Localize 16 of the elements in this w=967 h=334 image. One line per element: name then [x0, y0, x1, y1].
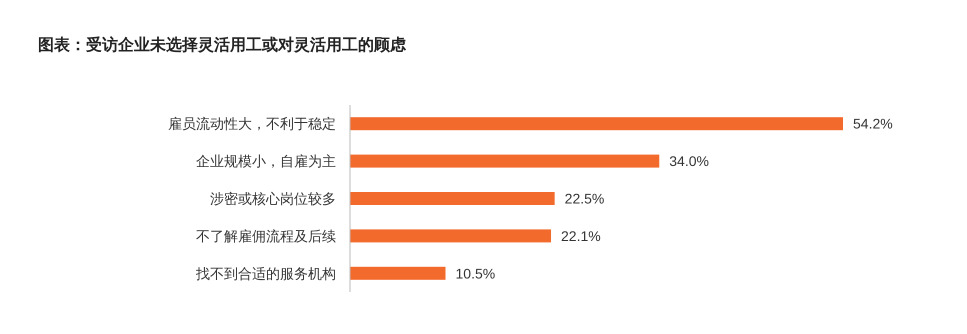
y-tick-label: 不了解雇佣流程及后续: [196, 228, 336, 244]
y-tick-label: 企业规模小，自雇为主: [196, 153, 336, 170]
bar: [350, 117, 843, 130]
bar: [350, 266, 446, 280]
data-label: 22.5%: [564, 190, 604, 206]
data-label: 34.0%: [669, 153, 709, 170]
bar: [350, 192, 555, 205]
data-label: 10.5%: [456, 265, 496, 282]
bar: [350, 154, 660, 168]
text: 图表：受访企业未选择灵活用工或对灵活用工的顾虑: [38, 35, 407, 54]
data-label: 54.2%: [853, 116, 893, 132]
y-tick-label: 雇员流动性大，不利于稳定: [168, 116, 336, 132]
data-label: 22.1%: [561, 228, 601, 244]
y-tick-label: 找不到合适的服务机构: [195, 265, 336, 282]
bar: [350, 229, 552, 242]
y-tick-label: 涉密或核心岗位较多: [210, 190, 336, 206]
